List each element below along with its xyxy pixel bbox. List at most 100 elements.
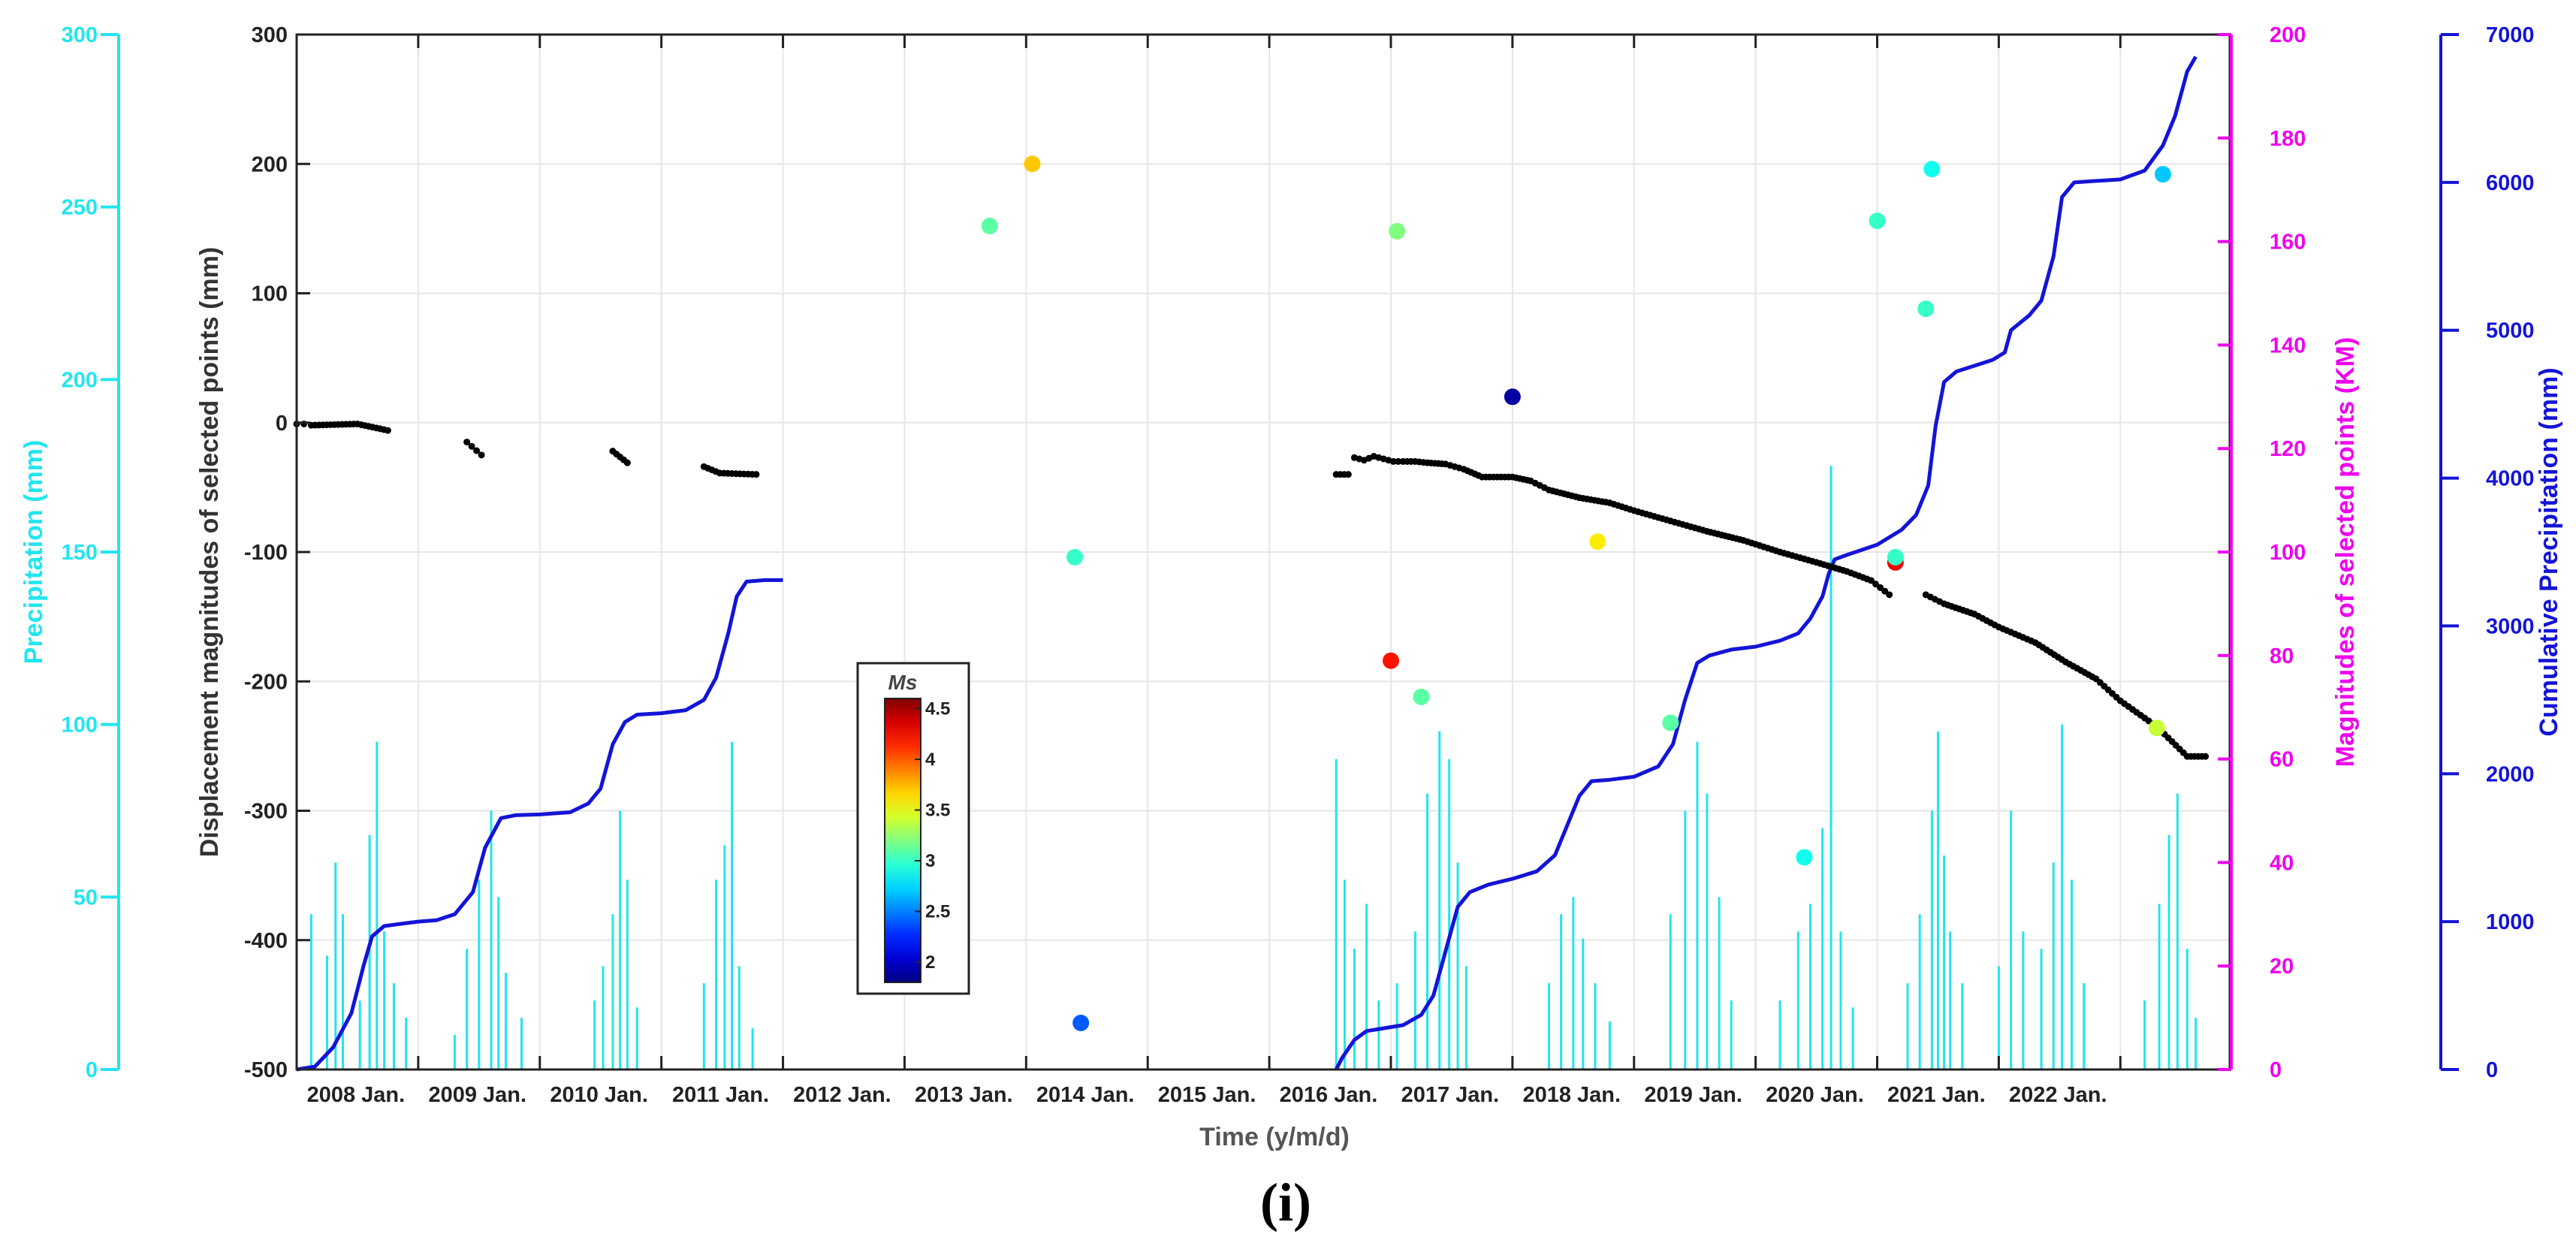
precipitation-tick-label: 200 (62, 368, 98, 392)
magnitude-point (1066, 548, 1084, 566)
magnitude-point (1382, 652, 1399, 669)
precipitation-tick-label: 50 (74, 885, 98, 910)
magnitude-point (1589, 533, 1606, 551)
x-tick-label: 2016 Jan. (1280, 1083, 1378, 1107)
displacement-point (2202, 753, 2210, 760)
cumulative-tick-label: 7000 (2486, 23, 2535, 47)
displacement-point (1344, 471, 1352, 478)
displacement-point (1886, 591, 1893, 599)
displacement-point (623, 459, 631, 466)
cumulative-precipitation-line (296, 578, 783, 1072)
x-axis-title: Time (y/m/d) (1199, 1123, 1350, 1151)
cumulative-axis-title: Cumulative Precipitation (mm) (2535, 367, 2563, 736)
precipitation-axis: 300 250 200 150 100 50 0 Precipitation (mm) (20, 23, 120, 1082)
displacement-point (1389, 457, 1397, 465)
colorbar-gradient (884, 698, 922, 983)
displacement-tick-label: 100 (252, 282, 288, 306)
magnitude-tick-label: 40 (2270, 851, 2294, 875)
colorbar-tick-label: 3.5 (925, 801, 950, 821)
cumulative-tick-label: 4000 (2486, 467, 2535, 491)
displacement-point (1867, 577, 1875, 584)
magnitude-tick-label: 100 (2270, 541, 2306, 565)
precipitation-bars (309, 466, 2197, 1070)
cumulative-tick-label: 2000 (2486, 762, 2535, 786)
displacement-point (1877, 584, 1884, 591)
x-tick-label: 2017 Jan. (1401, 1083, 1500, 1107)
magnitude-tick-label: 120 (2270, 437, 2306, 461)
displacement-tick-label: -100 (244, 541, 288, 565)
x-tick-label: 2015 Jan. (1158, 1083, 1256, 1107)
precipitation-tick-label: 300 (62, 23, 98, 47)
x-tick-label: 2019 Jan. (1644, 1083, 1742, 1107)
x-tick-label: 2014 Jan. (1036, 1083, 1135, 1107)
cumulative-tick-label: 3000 (2486, 614, 2535, 638)
magnitude-point (1869, 213, 1886, 230)
displacement-tick-label: -300 (244, 800, 288, 824)
displacement-point (478, 451, 485, 459)
cumulative-precipitation-axis: 7000 6000 5000 4000 3000 2000 1000 0 Cumulative … (2439, 23, 2563, 1082)
displacement-point (1881, 587, 1889, 595)
displacement-point (1395, 457, 1402, 465)
x-axis: 2008 Jan. 2009 Jan. 2010 Jan. 2011 Jan. 2012… (307, 35, 2122, 1107)
cumulative-tick-label: 5000 (2486, 319, 2535, 343)
cumulative-precipitation-lines (296, 56, 2197, 1072)
precipitation-tick-label: 150 (62, 541, 98, 565)
magnitude-tick-label: 60 (2270, 748, 2294, 772)
x-tick-label: 2021 Jan. (1887, 1083, 1986, 1107)
displacement-tick-label: -200 (244, 670, 288, 694)
x-tick-label: 2011 Jan. (672, 1083, 769, 1107)
cumulative-tick-label: 0 (2486, 1058, 2498, 1082)
x-tick-label: 2008 Jan. (307, 1083, 406, 1107)
x-tick-label: 2009 Jan. (428, 1083, 526, 1107)
magnitude-tick-label: 80 (2270, 644, 2294, 668)
magnitude-point (1389, 222, 1406, 240)
magnitude-point (1917, 300, 1935, 318)
displacement-point (753, 471, 760, 478)
displacement-point (1872, 581, 1880, 588)
colorbar-tick-label: 3 (925, 851, 935, 871)
x-tick-label: 2012 Jan. (793, 1083, 891, 1107)
x-tick-label: 2013 Jan. (915, 1083, 1013, 1107)
magnitude-tick-label: 0 (2270, 1058, 2282, 1082)
magnitude-point (981, 217, 998, 234)
displacement-axis-title: Displacement magnitudes of selected poin… (195, 247, 224, 857)
magnitude-axis-title: Magnitudes of selected points (KM) (2331, 337, 2360, 767)
magnitude-point (1796, 849, 1813, 866)
colorbar: Ms 4.5 4 3.5 3 2.5 2 (856, 662, 970, 995)
precipitation-axis-title: Precipitation (mm) (20, 440, 48, 664)
displacement-point (463, 439, 471, 446)
displacement-tick-label: 200 (252, 152, 288, 176)
x-tick-label: 2020 Jan. (1766, 1083, 1864, 1107)
cumulative-precipitation-line (1334, 56, 2197, 1071)
magnitude-point (2148, 720, 2165, 737)
colorbar-tick-label: 4.5 (925, 699, 950, 720)
magnitude-tick-label: 20 (2270, 955, 2294, 979)
magnitude-tick-label: 180 (2270, 127, 2306, 151)
magnitude-tick-label: 160 (2270, 231, 2306, 255)
magnitude-point (1024, 155, 1041, 173)
colorbar-tick-label: 2.5 (925, 902, 950, 922)
colorbar-title: Ms (888, 671, 918, 694)
magnitude-point (1887, 548, 1904, 566)
displacement-axis: 300 200 100 0 -100 -200 -300 -400 -500 Displaceme… (195, 23, 310, 1082)
magnitude-point (1504, 388, 1521, 406)
precipitation-tick-label: 0 (86, 1058, 98, 1082)
magnitude-tick-label: 140 (2270, 333, 2306, 358)
precipitation-tick-label: 250 (62, 196, 98, 220)
colorbar-tick-label: 4 (925, 750, 936, 770)
magnitude-tick-label: 200 (2270, 23, 2306, 47)
magnitude-point (1662, 714, 1679, 732)
precipitation-tick-label: 100 (62, 714, 98, 738)
magnitude-point (1413, 688, 1430, 705)
magnitude-point (1072, 1014, 1090, 1031)
x-tick-label: 2022 Jan. (2009, 1083, 2107, 1107)
x-tick-label: 2018 Jan. (1522, 1083, 1621, 1107)
displacement-point (384, 427, 391, 434)
x-tick-label: 2010 Jan. (550, 1083, 648, 1107)
cumulative-tick-label: 1000 (2486, 910, 2535, 934)
displacement-tick-label: -400 (244, 929, 288, 953)
displacement-tick-label: -500 (244, 1058, 288, 1082)
magnitude-point (1923, 161, 1941, 178)
